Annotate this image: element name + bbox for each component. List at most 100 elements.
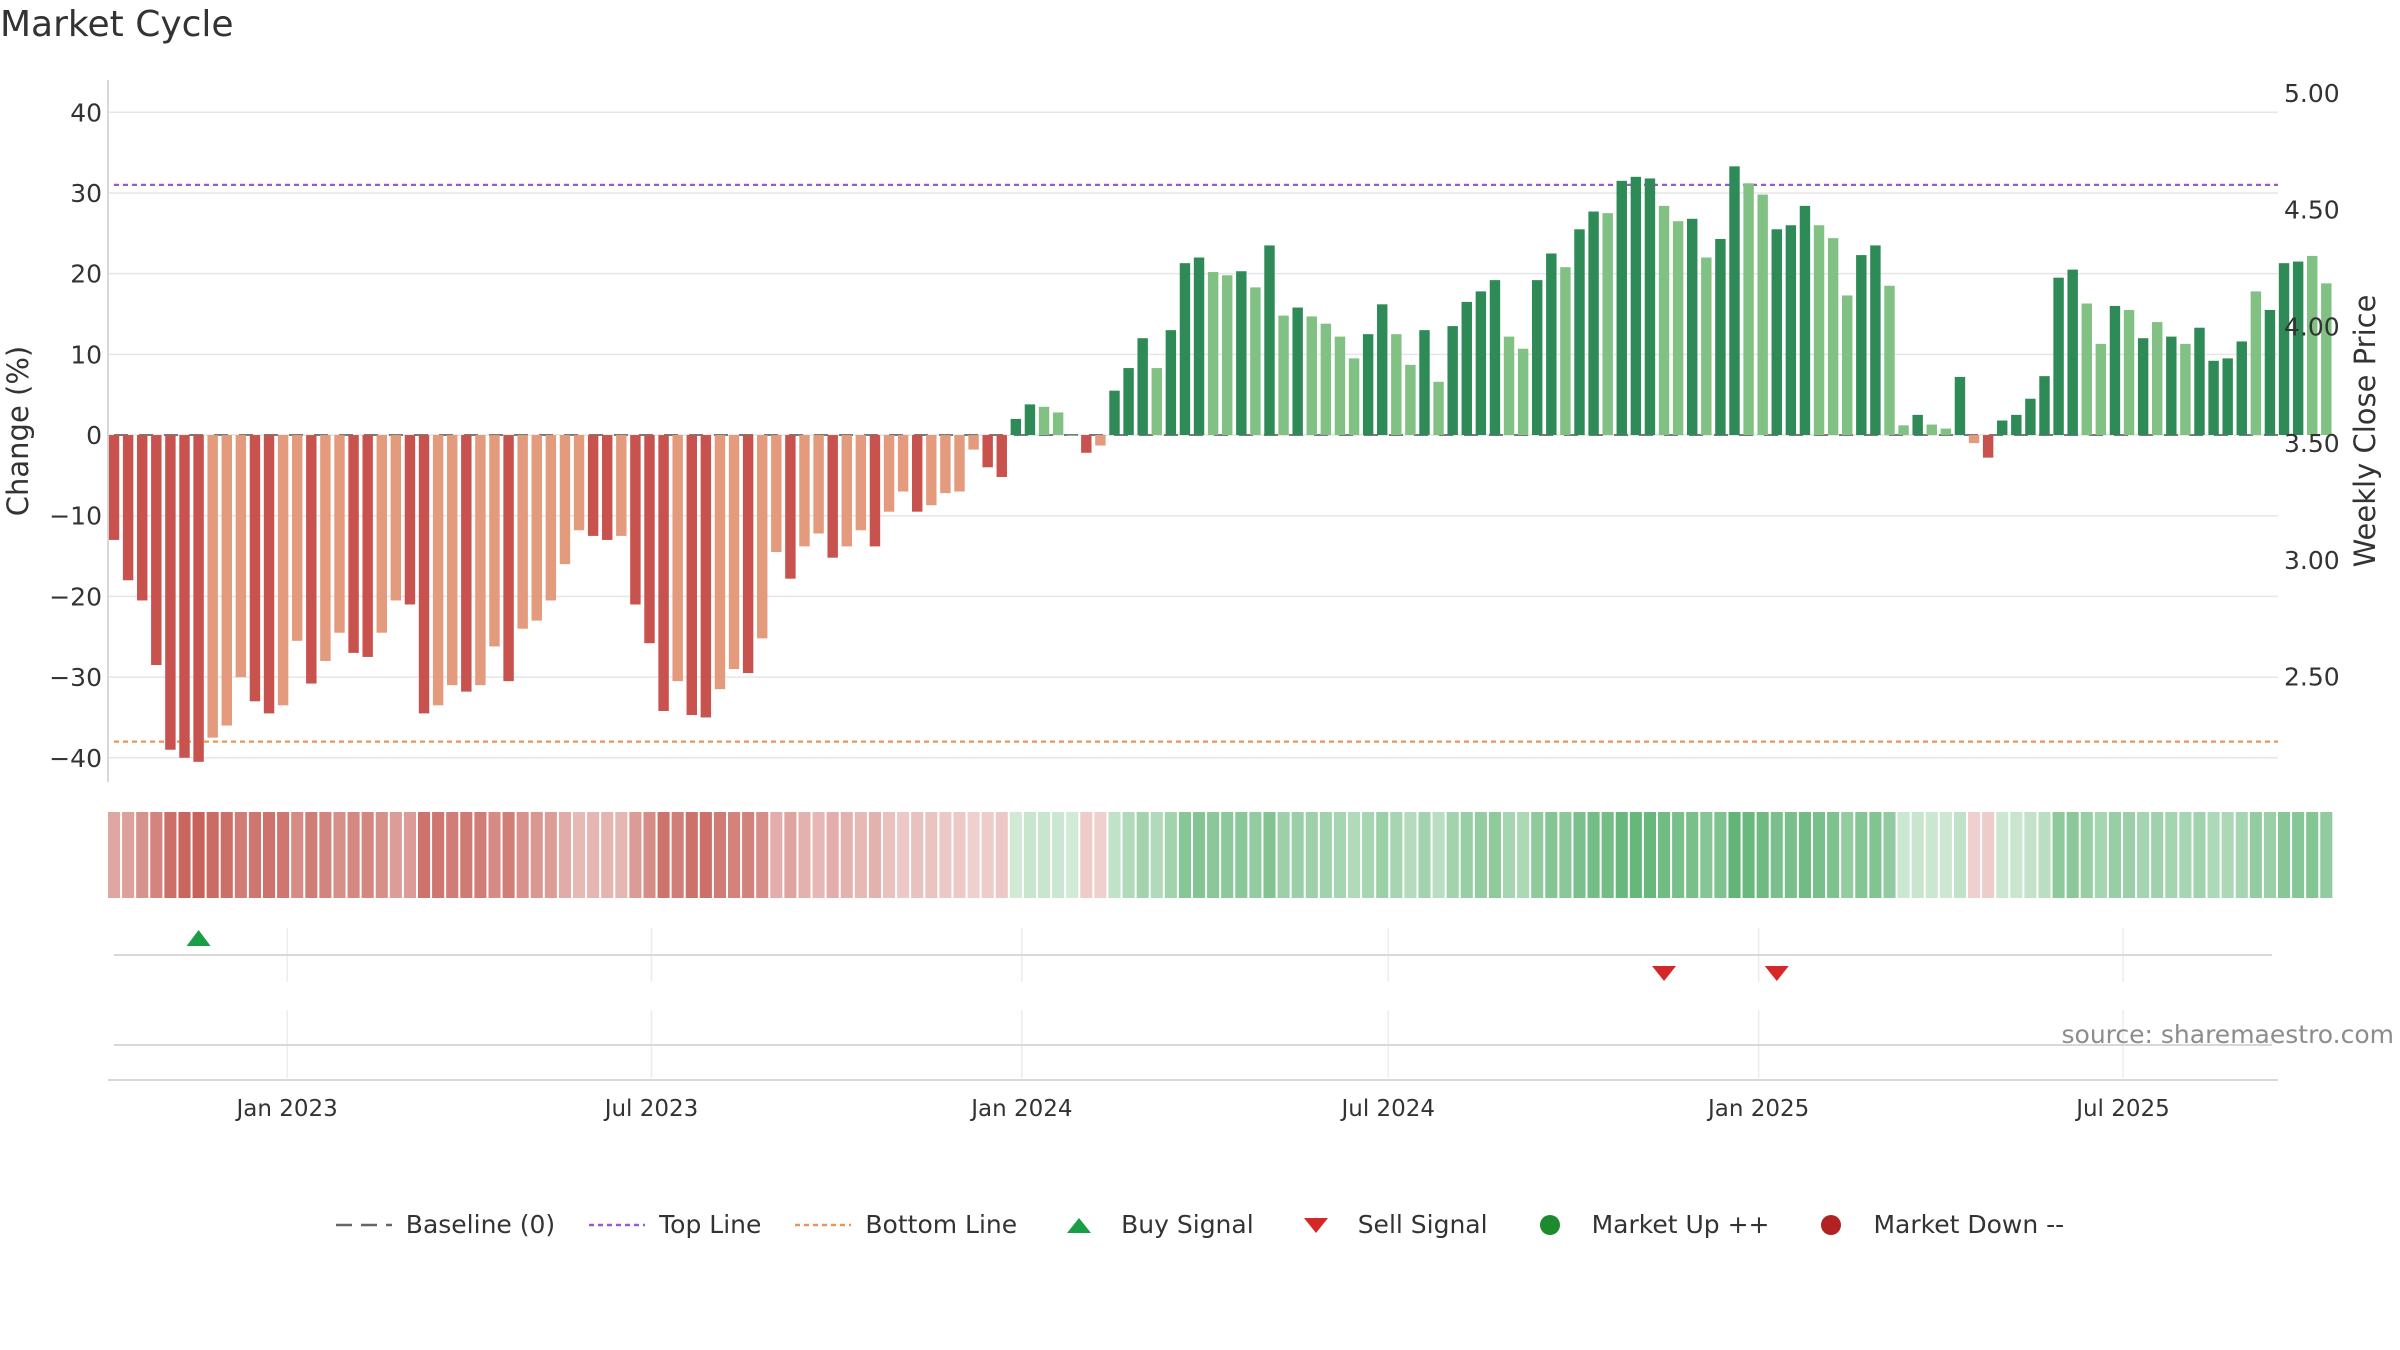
strip-cell [2193,812,2206,898]
change-bar [559,435,571,565]
change-bar [785,435,796,579]
change-bar [996,435,1007,477]
strip-cell [192,812,205,898]
change-bar [334,435,345,633]
change-bar [1785,225,1797,436]
y2-tick-label: 4.00 [2284,312,2340,341]
strip-cell [291,812,304,898]
strip-cell [713,812,726,898]
change-bar [447,435,458,686]
legend-item[interactable]: Market Up ++ [1522,1210,1770,1239]
sell-signal-marker [1652,966,1677,981]
change-bar [122,435,134,581]
change-bar [2152,322,2163,436]
change-bar [1405,364,1416,436]
change-bar [1546,253,1557,436]
legend-item[interactable]: Baseline (0) [335,1210,556,1239]
change-bar [1997,420,2008,436]
legend-label: Top Line [659,1210,762,1239]
change-bar [376,435,387,633]
sell-signal-marker [1764,966,1789,981]
change-bar [1884,285,1895,436]
change-bar [1856,255,1867,436]
strip-cell [671,812,684,898]
strip-cell [1798,812,1811,898]
change-bar [1588,211,1599,436]
red-down-triangle-icon [1288,1213,1344,1237]
change-bar [757,435,768,639]
change-bar [235,435,247,678]
change-bar [1982,435,1994,458]
change-bar [1827,238,1839,436]
strip-cell [474,812,487,898]
signal-panel [114,928,2272,1078]
strip-cell [1672,812,1685,898]
change-bar [137,435,148,601]
change-bar [1799,205,1811,436]
change-bar [1165,330,1177,436]
change-bar [2081,303,2092,436]
strip-cell [544,812,557,898]
change-bar [2025,398,2036,436]
strip-cell [1432,812,1445,898]
strip-cell [1319,812,1332,898]
legend-item[interactable]: Buy Signal [1051,1210,1254,1239]
change-bar [2095,343,2107,436]
strip-cell [1094,812,1107,898]
change-bar [2278,263,2290,436]
strip-cell [347,812,360,898]
legend-label: Baseline (0) [405,1210,556,1239]
strip-cell [1221,812,1234,898]
strip-cell [164,812,177,898]
strip-cell [1784,812,1797,898]
strip-cell [1249,812,1262,898]
strip-cell [1996,812,2009,898]
strip-cell [1601,812,1614,898]
change-bar [1250,287,1261,436]
change-bar [616,435,627,536]
strip-cell [1812,812,1826,898]
strip-cell [2094,812,2107,898]
change-bar [348,435,359,653]
change-bar [1912,414,1923,436]
change-bar [1517,348,1529,436]
change-bar [1644,178,1656,436]
change-bar [1179,263,1191,436]
change-bar [151,435,162,665]
strip-cell [2151,812,2164,898]
change-bar [855,435,867,531]
change-bar [1461,301,1472,436]
strip-cell [601,812,614,898]
change-bar [700,435,712,718]
legend-label: Market Up ++ [1591,1210,1770,1239]
strip-cell [1855,812,1868,898]
change-bar [602,435,613,540]
change-bar [587,435,599,536]
strip-cell [2249,812,2262,898]
strip-cell [1263,812,1276,898]
change-bar [1207,272,1219,436]
strip-cell [234,812,247,898]
legend-item[interactable]: Top Line [589,1210,761,1239]
strip-cell [727,812,741,898]
legend-label: Bottom Line [865,1210,1018,1239]
strip-cell [1559,812,1572,898]
change-bar [292,435,303,641]
axes: 40 30 20 10 0 −10 −20 −30 −40 5.00 4.50 4.00 3.50 3.0… [1,79,2382,782]
change-bar [2307,255,2318,436]
strip-cell [389,812,402,898]
legend-item[interactable]: Sell Signal [1288,1210,1488,1239]
y-tick-label: 10 [70,340,102,369]
y-tick-label: −40 [49,744,102,773]
cycle-strength-strip [107,812,2333,898]
change-bar [1813,225,1825,436]
strip-cell [1305,812,1318,898]
change-bar [982,435,993,468]
legend-item[interactable]: Market Down -- [1803,1210,2064,1239]
strip-cell [1883,812,1896,898]
legend-label: Buy Signal [1121,1210,1254,1239]
strip-cell [2165,812,2178,898]
strip-cell [981,812,994,898]
legend-item[interactable]: Bottom Line [795,1210,1017,1239]
change-bar [1419,330,1430,436]
